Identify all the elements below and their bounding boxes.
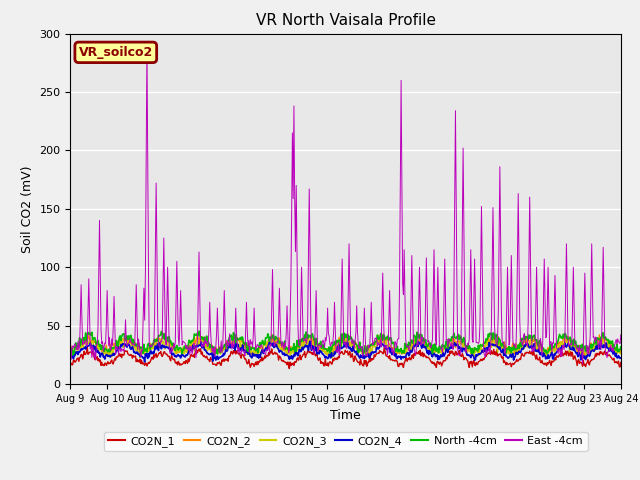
CO2N_4 xyxy=(306,338,314,344)
North -4cm xyxy=(220,345,227,350)
CO2N_3 xyxy=(67,349,74,355)
East -4cm xyxy=(429,291,437,297)
CO2N_4 xyxy=(77,348,84,353)
Line: CO2N_3: CO2N_3 xyxy=(70,337,621,358)
Line: East -4cm: East -4cm xyxy=(70,45,621,364)
East -4cm xyxy=(143,42,151,48)
CO2N_4 xyxy=(190,346,198,352)
CO2N_3 xyxy=(189,342,196,348)
CO2N_3 xyxy=(77,344,84,349)
CO2N_1 xyxy=(285,366,293,372)
CO2N_3 xyxy=(413,339,421,345)
Line: CO2N_1: CO2N_1 xyxy=(70,347,621,369)
CO2N_2 xyxy=(430,349,438,355)
CO2N_4 xyxy=(617,355,625,361)
CO2N_2 xyxy=(414,341,422,347)
CO2N_4 xyxy=(141,359,148,365)
CO2N_2 xyxy=(105,353,113,359)
CO2N_2 xyxy=(220,347,227,352)
East -4cm xyxy=(413,338,421,344)
North -4cm xyxy=(67,351,74,357)
CO2N_3 xyxy=(328,355,336,360)
East -4cm xyxy=(133,315,141,321)
CO2N_4 xyxy=(219,353,227,359)
North -4cm xyxy=(414,335,422,340)
Line: CO2N_4: CO2N_4 xyxy=(70,341,621,362)
CO2N_4 xyxy=(67,354,74,360)
CO2N_2 xyxy=(134,344,141,350)
Legend: CO2N_1, CO2N_2, CO2N_3, CO2N_4, North -4cm, East -4cm: CO2N_1, CO2N_2, CO2N_3, CO2N_4, North -4… xyxy=(104,432,588,451)
East -4cm xyxy=(617,332,625,337)
CO2N_3 xyxy=(218,349,226,355)
X-axis label: Time: Time xyxy=(330,409,361,422)
CO2N_1 xyxy=(414,350,422,356)
CO2N_3 xyxy=(429,350,437,356)
CO2N_4 xyxy=(133,349,141,355)
North -4cm xyxy=(617,344,625,350)
CO2N_2 xyxy=(194,332,202,337)
CO2N_1 xyxy=(617,360,625,365)
North -4cm xyxy=(430,347,438,353)
CO2N_1 xyxy=(134,359,141,364)
CO2N_2 xyxy=(67,350,74,356)
CO2N_1 xyxy=(190,352,198,358)
CO2N_3 xyxy=(133,347,141,353)
East -4cm xyxy=(190,340,198,346)
CO2N_4 xyxy=(414,344,422,349)
Title: VR North Vaisala Profile: VR North Vaisala Profile xyxy=(255,13,436,28)
North -4cm xyxy=(195,328,203,334)
North -4cm xyxy=(134,342,141,348)
CO2N_2 xyxy=(617,346,625,351)
North -4cm xyxy=(190,336,198,342)
CO2N_1 xyxy=(430,360,438,365)
CO2N_1 xyxy=(77,354,84,360)
Line: CO2N_2: CO2N_2 xyxy=(70,335,621,356)
Text: VR_soilco2: VR_soilco2 xyxy=(79,46,153,59)
CO2N_3 xyxy=(600,334,608,340)
CO2N_1 xyxy=(67,361,74,367)
Y-axis label: Soil CO2 (mV): Soil CO2 (mV) xyxy=(21,165,34,252)
CO2N_1 xyxy=(219,359,227,364)
East -4cm xyxy=(67,336,74,342)
CO2N_4 xyxy=(430,350,438,356)
East -4cm xyxy=(219,344,227,350)
CO2N_1 xyxy=(83,344,91,350)
CO2N_2 xyxy=(190,339,198,345)
Line: North -4cm: North -4cm xyxy=(70,331,621,355)
East -4cm xyxy=(77,315,84,321)
North -4cm xyxy=(77,339,85,345)
North -4cm xyxy=(69,352,77,358)
CO2N_2 xyxy=(77,343,84,348)
East -4cm xyxy=(579,361,586,367)
CO2N_3 xyxy=(617,351,625,357)
